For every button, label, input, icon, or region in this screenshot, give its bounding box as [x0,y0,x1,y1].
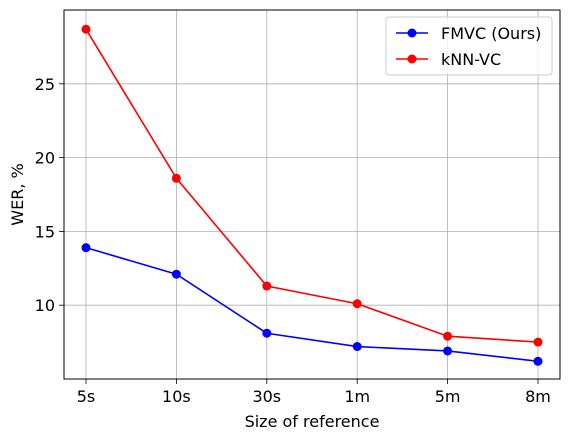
legend-box [385,16,553,76]
data-point [443,331,453,341]
x-tick-label: 10s [162,387,191,406]
y-tick-label: 15 [35,222,55,241]
y-axis-label: WER, % [8,163,27,225]
legend-marker-fmvc [407,28,417,38]
plot-frame [63,9,561,380]
legend: FMVC (Ours) kNN-VC [385,16,553,76]
data-point [81,24,91,34]
x-tick-label: 30s [252,387,281,406]
series-line-1 [85,28,539,343]
data-point [533,337,543,347]
y-tick-label: 10 [35,296,55,315]
y-tick-label: 20 [35,149,55,168]
data-point [262,281,272,291]
x-axis-label: Size of reference [245,412,380,431]
x-tick-label: 8m [525,387,551,406]
x-tick-label: 5s [77,387,96,406]
x-axis-ticks: 5s 10s 30s 1m 5m 8m [77,379,551,406]
data-point [171,269,181,279]
data-point [171,173,181,183]
data-point [262,328,272,338]
y-axis-ticks: 10 15 20 25 [35,75,64,315]
data-point [352,342,362,352]
legend-marker-knn-vc [407,54,417,64]
series-line-0 [85,246,539,363]
y-tick-label: 25 [35,75,55,94]
legend-label-fmvc: FMVC (Ours) [441,24,541,43]
data-point [352,299,362,309]
legend-label-knn-vc: kNN-VC [441,50,501,69]
series-layer [81,24,543,366]
x-tick-label: 5m [435,387,461,406]
x-tick-label: 1m [344,387,370,406]
data-point [81,243,91,253]
data-point [443,346,453,356]
data-point [533,356,543,366]
